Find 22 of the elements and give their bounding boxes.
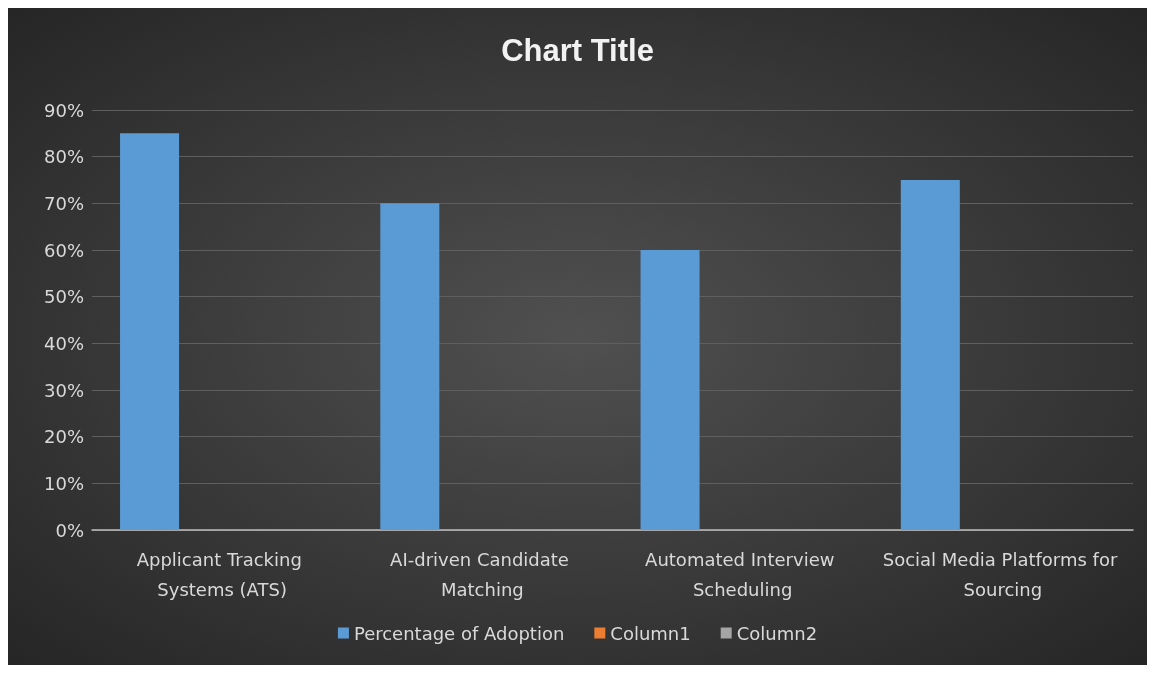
legend-label: Percentage of Adoption — [353, 622, 565, 644]
y-tick-label: 40% — [43, 332, 84, 354]
bar — [120, 133, 180, 530]
bar — [380, 203, 440, 530]
y-tick-label: 0% — [55, 519, 84, 541]
y-tick-label: 10% — [43, 472, 84, 494]
bar — [640, 250, 700, 530]
x-tick-label: AI-driven Candidate Matching — [390, 548, 575, 600]
x-tick-label: Applicant Tracking Systems (ATS) — [136, 548, 308, 600]
y-tick-label: 20% — [43, 426, 84, 448]
y-tick-label: 70% — [43, 192, 84, 214]
bar — [900, 180, 960, 530]
y-tick-label: 80% — [43, 146, 84, 168]
y-tick-label: 90% — [43, 99, 84, 121]
y-tick-label: 30% — [43, 379, 84, 401]
x-tick-label: Automated Interview Scheduling — [645, 548, 841, 600]
y-tick-label: 50% — [43, 286, 84, 308]
legend-label: Column2 — [736, 622, 818, 644]
x-tick-label: Social Media Platforms for Sourcing — [882, 548, 1124, 600]
legend-label: Column1 — [610, 622, 691, 644]
y-tick-label: 60% — [43, 239, 84, 261]
chart-title: Chart Title — [501, 33, 654, 68]
